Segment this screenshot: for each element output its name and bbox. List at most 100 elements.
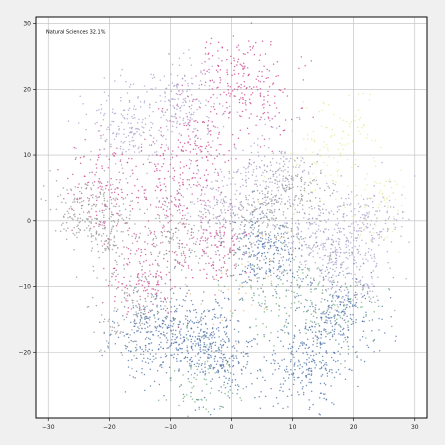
data-point bbox=[376, 263, 378, 265]
data-point bbox=[160, 155, 162, 157]
data-point bbox=[293, 372, 295, 374]
data-point bbox=[84, 139, 86, 141]
data-point bbox=[191, 94, 193, 96]
data-point bbox=[163, 135, 165, 137]
data-point bbox=[308, 173, 310, 175]
data-point bbox=[155, 236, 157, 238]
data-point bbox=[308, 381, 310, 383]
data-point bbox=[374, 255, 376, 257]
data-point bbox=[90, 187, 92, 189]
data-point bbox=[175, 251, 177, 253]
data-point bbox=[231, 315, 233, 317]
data-point bbox=[282, 187, 284, 189]
data-point bbox=[244, 85, 246, 87]
data-point bbox=[193, 114, 195, 116]
data-point bbox=[346, 316, 348, 318]
data-point bbox=[269, 258, 271, 260]
data-point bbox=[230, 320, 232, 322]
data-point bbox=[325, 209, 327, 211]
data-point bbox=[147, 234, 149, 236]
data-point bbox=[103, 134, 105, 136]
data-point bbox=[179, 209, 181, 211]
data-point bbox=[171, 288, 173, 290]
data-point bbox=[340, 304, 342, 306]
data-point bbox=[213, 106, 215, 108]
data-point bbox=[247, 265, 249, 267]
data-point bbox=[203, 269, 205, 271]
data-point bbox=[107, 246, 109, 248]
data-point bbox=[145, 349, 147, 351]
data-point bbox=[79, 202, 81, 204]
data-point bbox=[336, 255, 338, 257]
data-point bbox=[193, 184, 195, 186]
data-point bbox=[164, 334, 166, 336]
data-point bbox=[348, 291, 350, 293]
data-point bbox=[179, 212, 181, 214]
data-point bbox=[297, 157, 299, 159]
data-point bbox=[250, 267, 252, 269]
data-point bbox=[80, 162, 82, 164]
data-point bbox=[245, 199, 247, 201]
data-point bbox=[270, 283, 272, 285]
data-point bbox=[285, 225, 287, 227]
data-point bbox=[257, 288, 259, 290]
data-point bbox=[223, 185, 225, 187]
data-point bbox=[188, 265, 190, 267]
data-point bbox=[391, 326, 393, 328]
data-point bbox=[211, 181, 213, 183]
data-point bbox=[145, 260, 147, 262]
data-point bbox=[270, 271, 272, 273]
data-point bbox=[222, 114, 224, 116]
data-point bbox=[116, 261, 118, 263]
data-point bbox=[61, 202, 63, 204]
data-point bbox=[331, 288, 333, 290]
data-point bbox=[182, 85, 184, 87]
data-point bbox=[110, 216, 112, 218]
data-point bbox=[238, 361, 240, 363]
data-point bbox=[225, 219, 227, 221]
data-point bbox=[235, 263, 237, 265]
data-point bbox=[207, 160, 209, 162]
data-point bbox=[371, 276, 373, 278]
data-point bbox=[356, 356, 358, 358]
data-point bbox=[289, 374, 291, 376]
data-point bbox=[297, 174, 299, 176]
data-point bbox=[252, 214, 254, 216]
data-point bbox=[208, 58, 210, 60]
data-point bbox=[183, 224, 185, 226]
data-point bbox=[234, 234, 236, 236]
data-point bbox=[221, 199, 223, 201]
data-point bbox=[326, 266, 328, 268]
data-point bbox=[174, 108, 176, 110]
data-point bbox=[355, 292, 357, 294]
data-point bbox=[125, 151, 127, 153]
data-point bbox=[301, 255, 303, 257]
data-point bbox=[146, 173, 148, 175]
data-point bbox=[365, 252, 367, 254]
data-point bbox=[282, 243, 284, 245]
data-point bbox=[132, 341, 134, 343]
data-point bbox=[215, 180, 217, 182]
data-point bbox=[328, 279, 330, 281]
data-point bbox=[363, 224, 365, 226]
data-point bbox=[290, 158, 292, 160]
data-point bbox=[92, 266, 94, 268]
data-point bbox=[101, 355, 103, 357]
data-point bbox=[168, 324, 170, 326]
data-point bbox=[348, 143, 350, 145]
data-point bbox=[365, 178, 367, 180]
data-point bbox=[130, 132, 132, 134]
data-point bbox=[157, 265, 159, 267]
data-point bbox=[112, 112, 114, 114]
data-point bbox=[229, 397, 231, 399]
data-point bbox=[267, 77, 269, 79]
data-point bbox=[200, 399, 202, 401]
data-point bbox=[293, 259, 295, 261]
data-point bbox=[270, 388, 272, 390]
data-point bbox=[260, 94, 262, 96]
data-point bbox=[238, 288, 240, 290]
data-point bbox=[136, 358, 138, 360]
data-point bbox=[129, 227, 131, 229]
data-point bbox=[305, 260, 307, 262]
data-point bbox=[269, 120, 271, 122]
